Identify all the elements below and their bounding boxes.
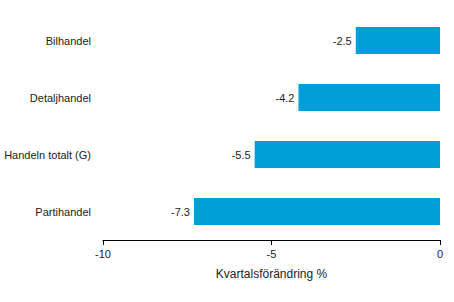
svg-text:Bilhandel: Bilhandel	[46, 35, 91, 47]
svg-text:Kvartalsförändring %: Kvartalsförändring %	[216, 267, 328, 281]
svg-text:-7.3: -7.3	[171, 206, 190, 218]
svg-text:-5.5: -5.5	[232, 149, 251, 161]
svg-text:Partihandel: Partihandel	[35, 206, 91, 218]
svg-text:-4.2: -4.2	[275, 92, 294, 104]
svg-text:-2.5: -2.5	[333, 35, 352, 47]
svg-text:Handeln totalt (G): Handeln totalt (G)	[4, 149, 91, 161]
svg-text:-10: -10	[95, 248, 111, 260]
svg-text:0: 0	[437, 248, 443, 260]
svg-text:-5: -5	[267, 248, 277, 260]
svg-text:Detaljhandel: Detaljhandel	[30, 92, 91, 104]
